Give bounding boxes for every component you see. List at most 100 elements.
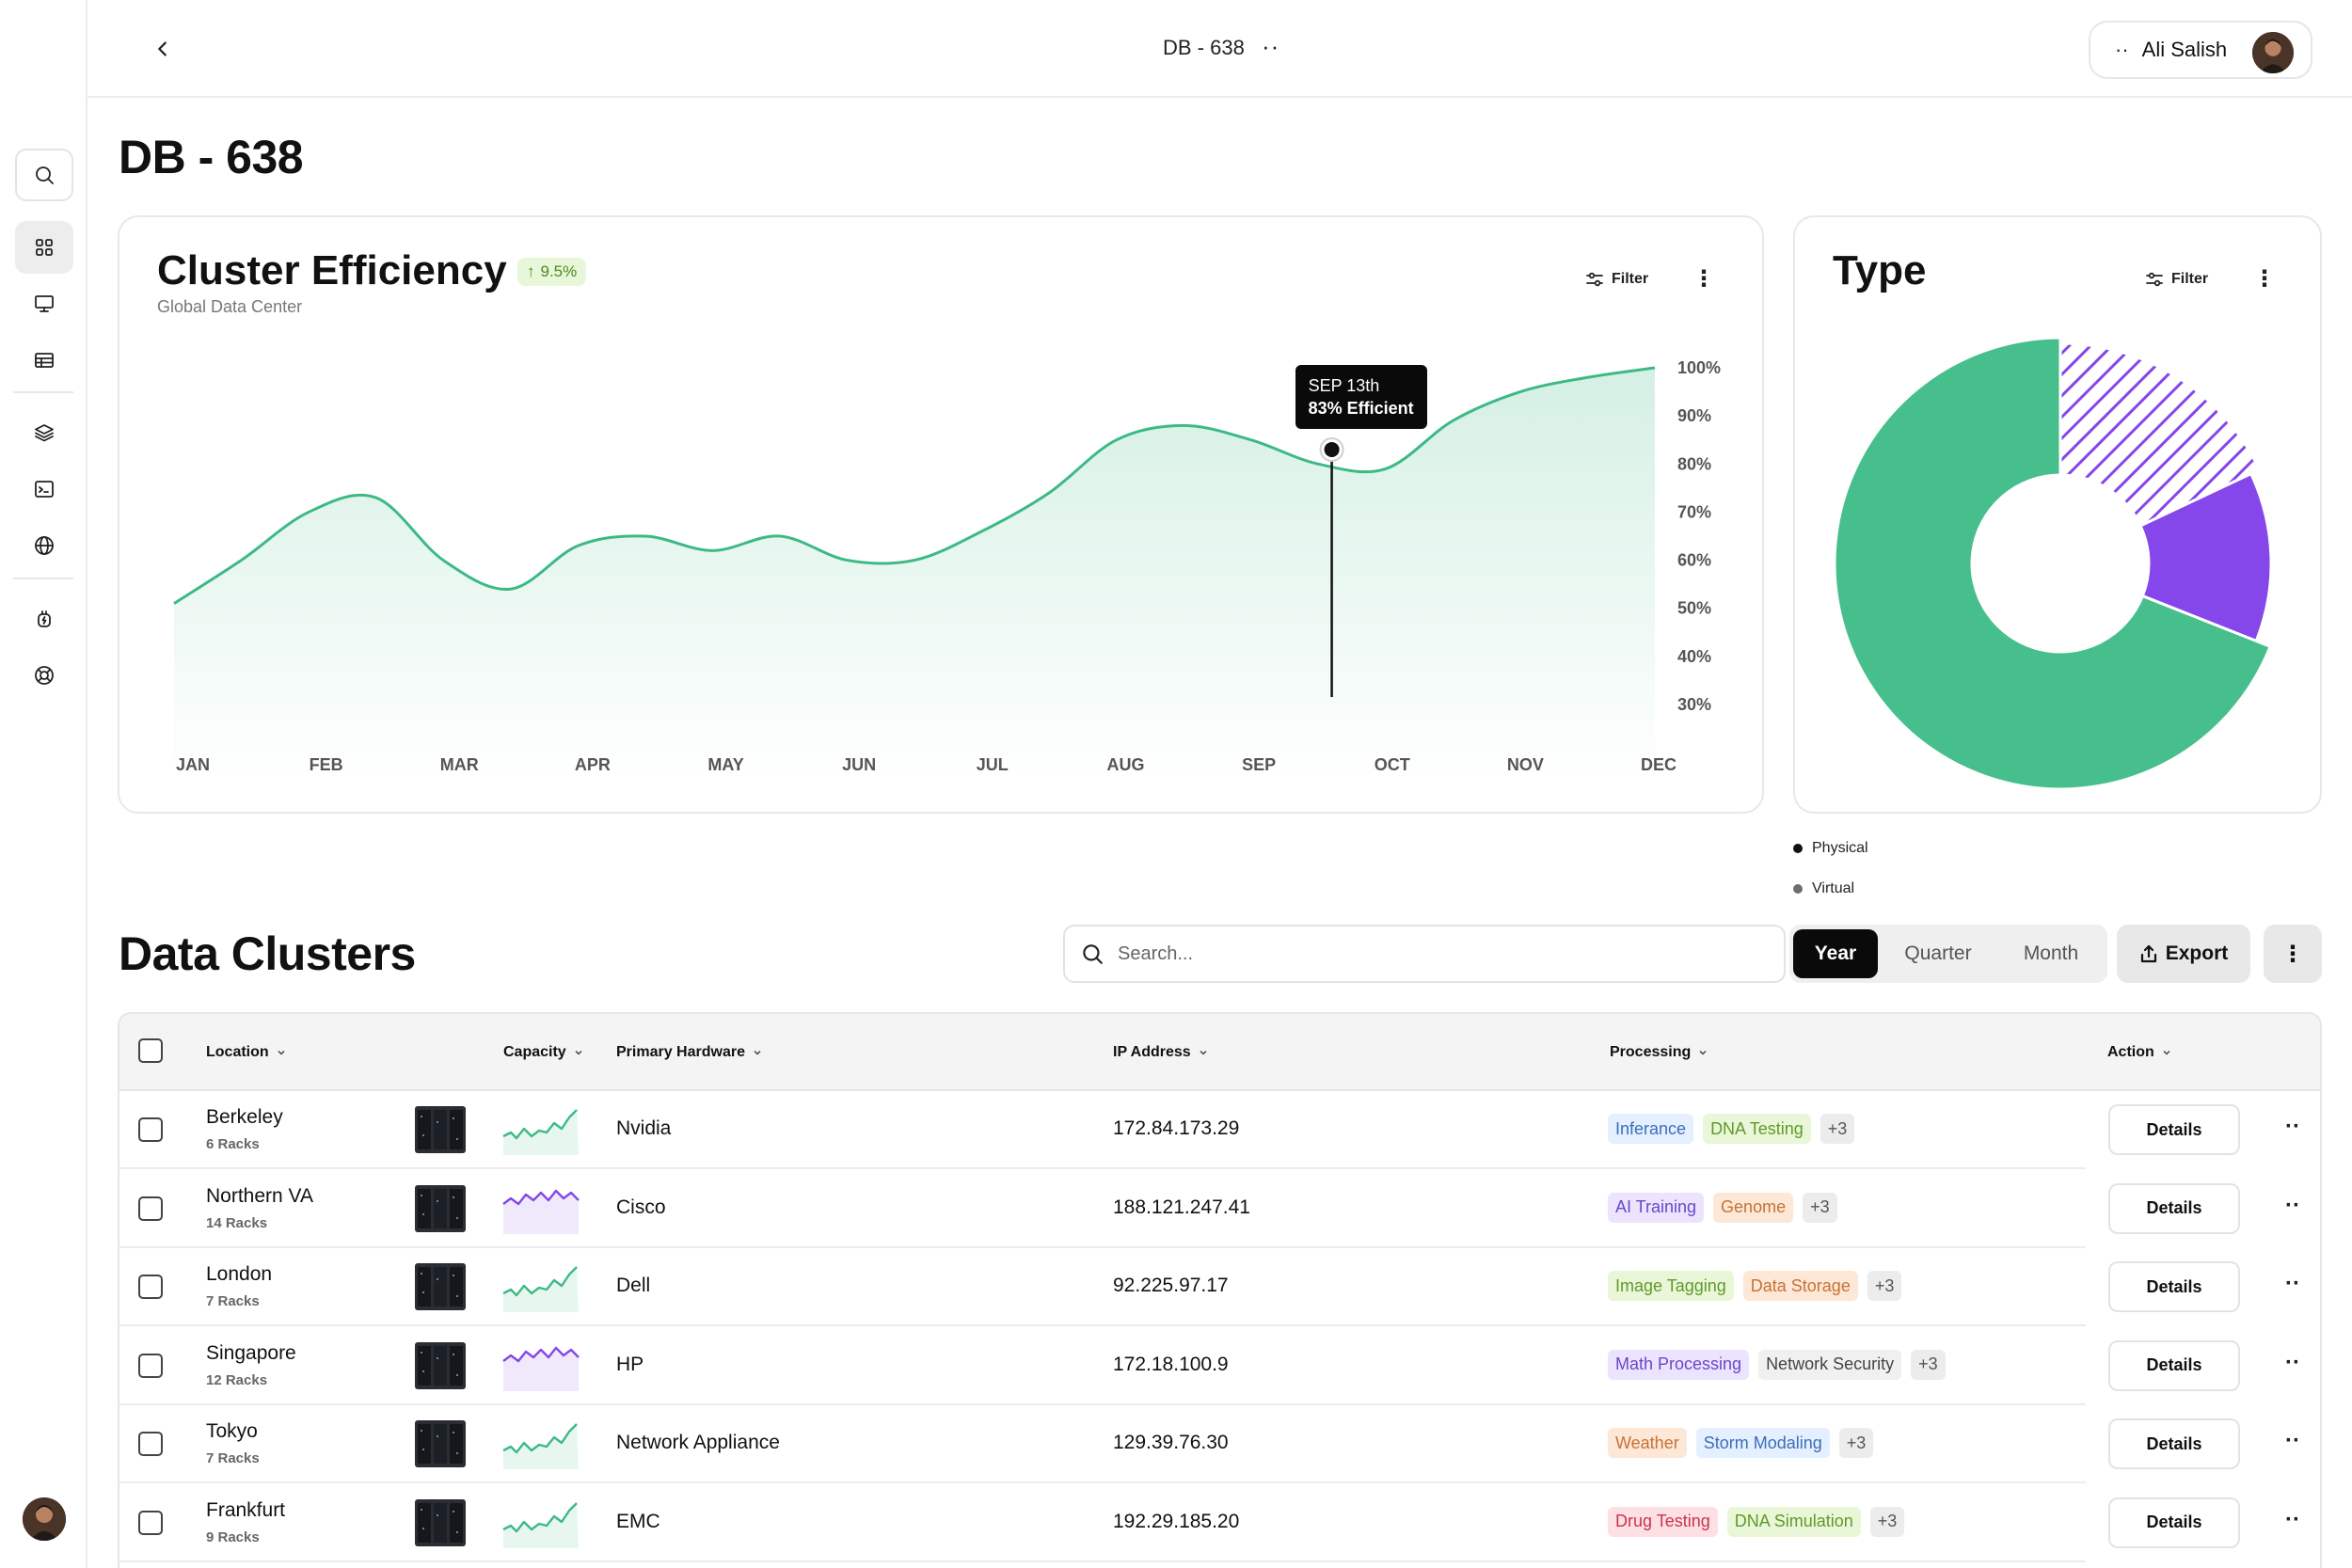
efficiency-filter-button[interactable]: Filter	[1585, 270, 1648, 289]
period-month[interactable]: Month	[2023, 942, 2079, 964]
column-capacity[interactable]: Capacity	[503, 1044, 583, 1061]
terminal-icon[interactable]	[15, 463, 73, 515]
table-row[interactable]: Berkeley 6 Racks Nvidia 172.84.173.29 In…	[119, 1091, 2320, 1169]
y-tick-label: 40%	[1677, 647, 1711, 666]
row-checkbox[interactable]	[138, 1117, 163, 1142]
search-input[interactable]	[1118, 942, 1757, 965]
highlight-point[interactable]	[1324, 441, 1340, 457]
table-icon[interactable]	[15, 334, 73, 387]
column-action[interactable]: Action	[2107, 1044, 2171, 1061]
details-button[interactable]: Details	[2108, 1418, 2240, 1469]
layers-icon[interactable]	[15, 406, 73, 459]
processing-tag[interactable]: Storm Modaling	[1695, 1428, 1830, 1458]
details-button[interactable]: Details	[2108, 1261, 2240, 1312]
avatar[interactable]	[2252, 32, 2294, 73]
table-row[interactable]: Tokyo 7 Racks Network Appliance 129.39.7…	[119, 1405, 2320, 1483]
pie-slice-physical[interactable]	[1833, 336, 2273, 791]
pie-slice-virtual[interactable]	[2138, 471, 2273, 643]
tooltip-date: SEP 13th	[1308, 375, 1380, 395]
row-menu-dots-icon[interactable]: ··	[2285, 1271, 2300, 1296]
server-rack-thumbnail	[415, 1263, 466, 1310]
row-menu-dots-icon[interactable]: ··	[2285, 1114, 2300, 1139]
processing-tag[interactable]: Data Storage	[1742, 1271, 1858, 1301]
server-rack-thumbnail	[415, 1184, 466, 1232]
ip-cell: 172.18.100.9	[1113, 1353, 1229, 1375]
support-icon[interactable]	[15, 649, 73, 702]
column-hardware[interactable]: Primary Hardware	[616, 1044, 762, 1061]
dashboard-icon[interactable]	[15, 221, 73, 274]
export-button[interactable]: Export	[2117, 925, 2250, 983]
processing-tag[interactable]: Drug Testing	[1608, 1506, 1718, 1537]
user-name: Ali Salish	[2141, 38, 2228, 61]
efficiency-chart: JAN FEB MAR APR MAY JUN JUL AUG SEP OCT NOV DEC 100%…	[173, 358, 1721, 780]
processing-tags: Inferance DNA Testing +3	[1608, 1114, 1864, 1144]
processing-tags: Math Processing Network Security +3	[1608, 1349, 1955, 1380]
search-box[interactable]	[1063, 925, 1786, 983]
monitor-icon[interactable]	[15, 277, 73, 330]
legend-item: Virtual	[1793, 880, 1854, 897]
processing-tag[interactable]: AI Training	[1608, 1192, 1705, 1223]
processing-tag[interactable]: Weather	[1608, 1428, 1687, 1458]
export-label: Export	[2165, 942, 2229, 964]
row-menu-dots-icon[interactable]: ··	[2285, 1428, 2300, 1453]
more-tags-badge[interactable]: +3	[1869, 1506, 1905, 1537]
details-button[interactable]: Details	[2108, 1104, 2240, 1155]
row-checkbox[interactable]	[138, 1275, 163, 1299]
cluster-efficiency-card: Cluster Efficiency ↑ 9.5% Global Data Ce…	[118, 215, 1764, 814]
table-row[interactable]: Northern VA 14 Racks Cisco 188.121.247.4…	[119, 1169, 2320, 1248]
user-menu[interactable]: ·· Ali Salish	[2089, 21, 2312, 79]
more-tags-badge[interactable]: +3	[1803, 1192, 1837, 1223]
row-menu-dots-icon[interactable]: ··	[2285, 1192, 2300, 1218]
more-tags-badge[interactable]: +3	[1911, 1349, 1946, 1380]
processing-tag[interactable]: Inferance	[1608, 1114, 1694, 1144]
processing-tag[interactable]: DNA Testing	[1703, 1114, 1811, 1144]
details-button[interactable]: Details	[2108, 1497, 2240, 1548]
select-all-checkbox[interactable]	[138, 1038, 163, 1063]
period-quarter[interactable]: Quarter	[1904, 942, 1972, 964]
column-label: Primary Hardware	[616, 1044, 745, 1060]
processing-tag[interactable]: Network Security	[1758, 1349, 1902, 1380]
pie-slice-hatched[interactable]	[2058, 341, 2262, 528]
row-checkbox[interactable]	[138, 1510, 163, 1535]
processing-tag[interactable]: DNA Simulation	[1726, 1506, 1861, 1537]
column-ip[interactable]: IP Address	[1113, 1044, 1208, 1061]
y-tick-label: 90%	[1677, 406, 1711, 425]
clusters-table: Location Capacity Primary Hardware IP Ad…	[118, 1012, 2322, 1568]
ip-cell: 192.29.185.20	[1113, 1510, 1240, 1532]
back-chevron-icon[interactable]	[144, 30, 182, 68]
row-checkbox[interactable]	[138, 1353, 163, 1378]
type-filter-button[interactable]: Filter	[2145, 270, 2208, 289]
x-tick-label: AUG	[1106, 755, 1144, 774]
period-year[interactable]: Year	[1793, 929, 1878, 978]
location-name: Singapore	[206, 1341, 296, 1364]
details-button[interactable]: Details	[2108, 1339, 2240, 1391]
chevron-down-icon	[1699, 1050, 1707, 1055]
details-button[interactable]: Details	[2108, 1182, 2240, 1234]
column-processing[interactable]: Processing	[1610, 1044, 1708, 1061]
row-menu-dots-icon[interactable]: ··	[2285, 1506, 2300, 1532]
more-tags-badge[interactable]: +3	[1867, 1271, 1902, 1301]
row-menu-dots-icon[interactable]: ··	[2285, 1349, 2300, 1375]
title-menu-dots-icon[interactable]: ··	[1262, 32, 1280, 60]
more-tags-badge[interactable]: +3	[1820, 1114, 1855, 1144]
hardware-cell: EMC	[616, 1510, 660, 1532]
capacity-sparkline	[502, 1266, 579, 1312]
table-row[interactable]: Frankfurt 9 Racks EMC 192.29.185.20 Drug…	[119, 1483, 2320, 1562]
globe-icon[interactable]	[15, 519, 73, 572]
table-row[interactable]: Singapore 12 Racks HP 172.18.100.9 Math …	[119, 1326, 2320, 1405]
avatar[interactable]	[23, 1497, 66, 1541]
more-tags-badge[interactable]: +3	[1838, 1428, 1874, 1458]
efficiency-line	[173, 366, 1656, 605]
hardware-cell: Dell	[616, 1275, 651, 1296]
table-row[interactable]: London 7 Racks Dell 92.225.97.17 Image T…	[119, 1248, 2320, 1326]
processing-tag[interactable]: Math Processing	[1608, 1349, 1750, 1380]
processing-tag[interactable]: Image Tagging	[1608, 1271, 1734, 1301]
processing-tag[interactable]: Genome	[1713, 1192, 1794, 1223]
column-location[interactable]: Location	[206, 1044, 286, 1061]
plug-icon[interactable]	[15, 593, 73, 645]
user-menu-dots-icon[interactable]: ··	[2115, 38, 2129, 61]
search-icon[interactable]	[15, 149, 73, 201]
row-checkbox[interactable]	[138, 1196, 163, 1221]
row-checkbox[interactable]	[138, 1432, 163, 1456]
table-more-icon[interactable]: ⋮	[2264, 925, 2322, 983]
